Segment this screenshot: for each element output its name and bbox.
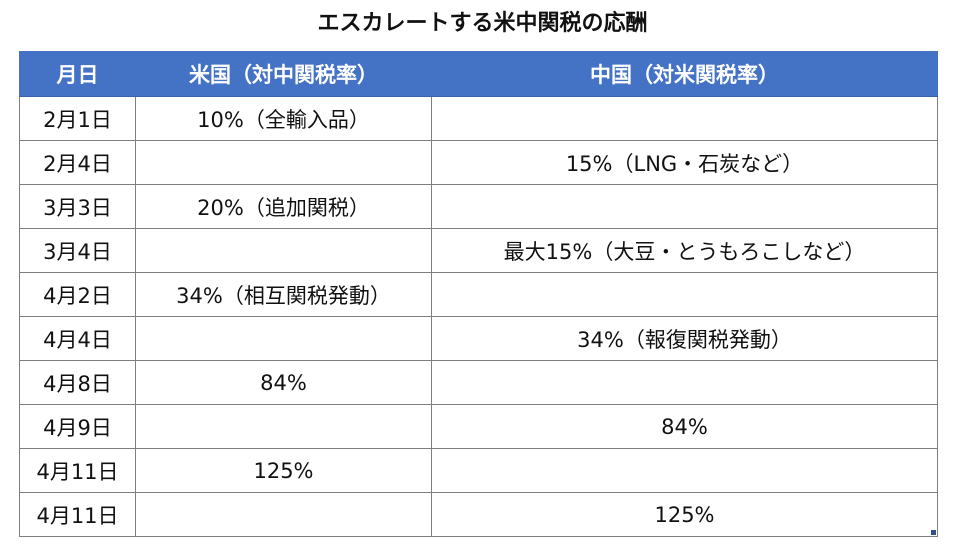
cell-us-tariff: 125% bbox=[135, 448, 432, 493]
cell-date: 4月4日 bbox=[19, 316, 136, 361]
cell-us-tariff: 10%（全輸入品） bbox=[135, 96, 432, 141]
cell-date: 4月8日 bbox=[19, 360, 136, 405]
cell-us-tariff: 20%（追加関税） bbox=[135, 184, 432, 229]
cell-us-tariff: 34%（相互関税発動） bbox=[135, 272, 432, 317]
cell-us-tariff bbox=[135, 228, 432, 273]
cell-us-tariff bbox=[135, 316, 432, 361]
table-row: 3月4日 最大15%（大豆・とうもろこしなど） bbox=[19, 228, 938, 273]
cell-date: 2月1日 bbox=[19, 96, 136, 141]
table-resize-handle[interactable] bbox=[931, 530, 936, 535]
table-row: 4月9日 84% bbox=[19, 404, 938, 449]
table-row: 4月11日 125% bbox=[19, 448, 938, 493]
cell-us-tariff bbox=[135, 404, 432, 449]
cell-us-tariff bbox=[135, 492, 432, 537]
cell-date: 4月11日 bbox=[19, 492, 136, 537]
header-china-tariff: 中国（対米関税率） bbox=[431, 51, 938, 97]
cell-china-tariff bbox=[431, 96, 938, 141]
table-row: 4月2日 34%（相互関税発動） bbox=[19, 272, 938, 317]
cell-china-tariff bbox=[431, 360, 938, 405]
table-title: エスカレートする米中関税の応酬 bbox=[317, 11, 648, 36]
table-row: 2月4日 15%（LNG・石炭など） bbox=[19, 140, 938, 185]
cell-china-tariff: 15%（LNG・石炭など） bbox=[431, 140, 938, 185]
cell-us-tariff: 84% bbox=[135, 360, 432, 405]
table-row: 3月3日 20%（追加関税） bbox=[19, 184, 938, 229]
cell-china-tariff bbox=[431, 448, 938, 493]
cell-china-tariff: 125% bbox=[431, 492, 938, 537]
cell-date: 3月4日 bbox=[19, 228, 136, 273]
cell-date: 4月11日 bbox=[19, 448, 136, 493]
cell-us-tariff bbox=[135, 140, 432, 185]
cell-china-tariff: 最大15%（大豆・とうもろこしなど） bbox=[431, 228, 938, 273]
table-row: 4月8日 84% bbox=[19, 360, 938, 405]
table-header-row: 月日 米国（対中関税率） 中国（対米関税率） bbox=[19, 51, 938, 97]
table-row: 4月4日 34%（報復関税発動） bbox=[19, 316, 938, 361]
header-date: 月日 bbox=[19, 51, 136, 97]
table-row: 4月11日 125% bbox=[19, 492, 938, 537]
cell-china-tariff bbox=[431, 272, 938, 317]
tariff-table: 月日 米国（対中関税率） 中国（対米関税率） 2月1日 10%（全輸入品） 2月… bbox=[19, 51, 938, 537]
cell-china-tariff: 34%（報復関税発動） bbox=[431, 316, 938, 361]
header-us-tariff: 米国（対中関税率） bbox=[135, 51, 432, 97]
cell-date: 3月3日 bbox=[19, 184, 136, 229]
table-row: 2月1日 10%（全輸入品） bbox=[19, 96, 938, 141]
cell-china-tariff bbox=[431, 184, 938, 229]
cell-date: 4月9日 bbox=[19, 404, 136, 449]
cell-date: 4月2日 bbox=[19, 272, 136, 317]
cell-date: 2月4日 bbox=[19, 140, 136, 185]
cell-china-tariff: 84% bbox=[431, 404, 938, 449]
